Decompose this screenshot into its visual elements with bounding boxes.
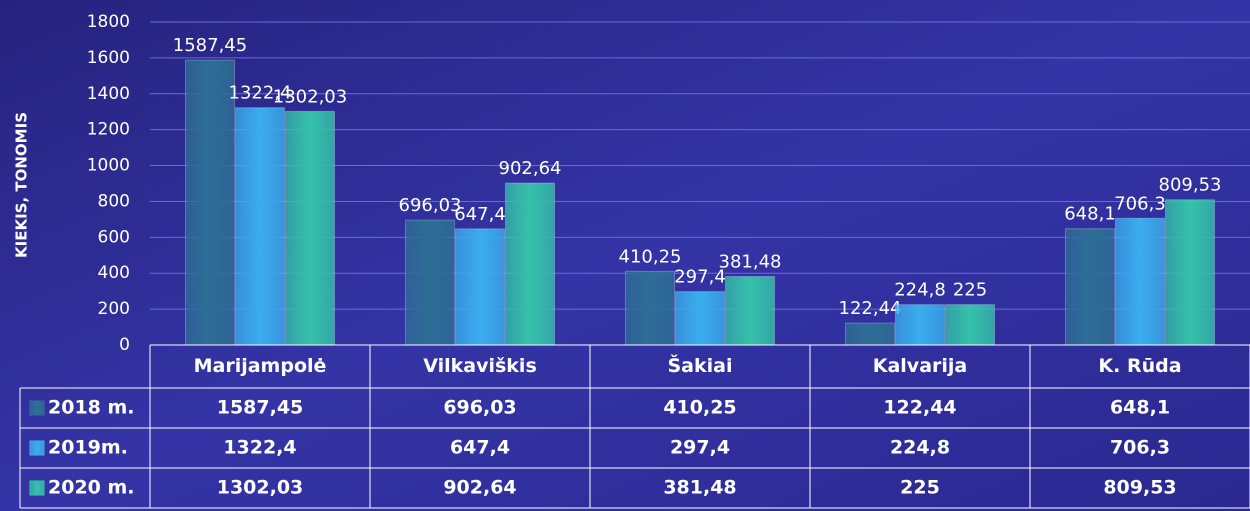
data-label: 706,3 [1114,193,1166,214]
legend-swatch [29,480,45,496]
legend-label: 2020 m. [48,477,135,499]
bar [945,304,995,346]
category-label: Kalvarija [873,355,967,377]
bar [1115,217,1165,346]
data-label: 809,53 [1159,175,1222,196]
data-label: 902,64 [499,158,562,179]
table-cell: 902,64 [443,477,516,499]
bar [725,276,775,346]
category-label: Vilkaviškis [423,355,537,377]
legend-swatch [29,440,45,456]
bar [1165,199,1215,346]
table-cell: 297,4 [670,437,730,459]
y-tick-label: 1200 [87,120,130,140]
y-tick-label: 1600 [87,48,130,68]
table-cell: 410,25 [663,397,736,419]
table-cell: 225 [900,477,940,499]
bar [625,270,675,346]
legend-label: 2019m. [48,437,128,459]
bar [285,110,335,346]
data-label: 647,4 [454,204,506,225]
table-cell: 647,4 [450,437,510,459]
bar [1065,228,1115,346]
bar [235,107,285,346]
table-cell: 1302,03 [217,477,304,499]
y-tick-label: 800 [98,191,130,211]
data-label: 696,03 [399,195,462,216]
data-label: 224,8 [894,280,946,301]
category-label: Marijampolė [194,355,327,377]
table-cell: 648,1 [1110,397,1170,419]
bar [675,291,725,346]
legend-label: 2018 m. [48,397,135,419]
bar [505,182,555,346]
y-tick-label: 200 [98,299,130,319]
bar [185,59,235,346]
data-label: 297,4 [674,267,726,288]
bar [845,322,895,346]
table-cell: 224,8 [890,437,950,459]
table-cell: 706,3 [1110,437,1170,459]
data-label: 1302,03 [273,86,347,107]
y-tick-label: 0 [119,335,130,355]
data-label: 225 [953,280,987,301]
bar [455,228,505,346]
table-cell: 1322,4 [223,437,296,459]
data-label: 122,44 [839,298,902,319]
y-axis-label: KIEKIS, TONOMIS [13,112,31,258]
legend-swatch [29,400,45,416]
data-label: 1322,4 [229,83,292,104]
y-tick-label: 1800 [87,12,130,32]
data-label: 1587,45 [173,35,247,56]
table-cell: 122,44 [883,397,956,419]
table-cell: 1587,45 [217,397,304,419]
data-label: 648,1 [1064,204,1116,225]
y-tick-label: 1000 [87,156,130,176]
y-tick-label: 600 [98,227,130,247]
data-label: 410,25 [619,246,682,267]
data-label: 381,48 [719,252,782,273]
category-label: Šakiai [668,353,733,377]
table-cell: 381,48 [663,477,736,499]
bar [895,304,945,346]
y-tick-label: 400 [98,263,130,283]
table-cell: 809,53 [1103,477,1176,499]
table-cell: 696,03 [443,397,516,419]
bar [405,219,455,346]
category-label: K. Rūda [1098,355,1181,377]
y-tick-label: 1400 [87,84,130,104]
